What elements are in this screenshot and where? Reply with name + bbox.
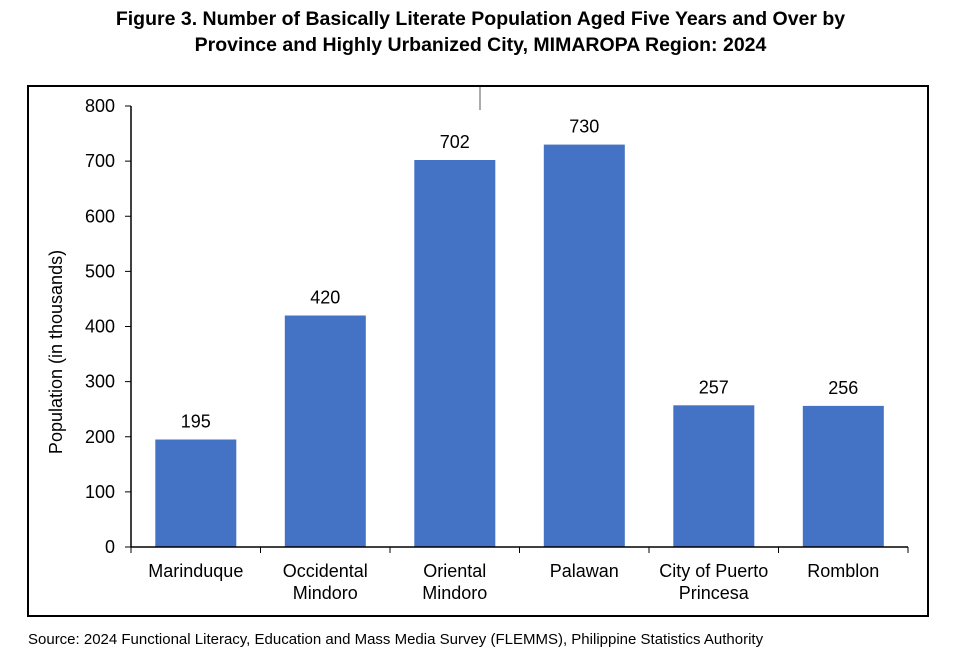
- chart-title-line-1: Figure 3. Number of Basically Literate P…: [115, 8, 846, 30]
- bar-5: [802, 405, 884, 547]
- y-tick-label-0: 0: [105, 537, 115, 557]
- x-tick-label-4-line-1: Princesa: [679, 583, 750, 603]
- x-tick-label-2-line-1: Mindoro: [422, 583, 487, 603]
- y-tick-label-8: 800: [85, 96, 115, 116]
- x-tick-label-1-line-0: Occidental: [283, 561, 368, 581]
- x-tick-label-3: Palawan: [550, 561, 619, 581]
- x-tick-label-4-line-0: City of Puerto: [659, 561, 768, 581]
- bar-0: [155, 439, 237, 547]
- y-tick-label-2: 200: [85, 427, 115, 447]
- data-label-1: 420: [310, 288, 340, 308]
- y-axis-title: Population (in thousands): [46, 250, 66, 454]
- x-tick-label-3-line-0: Palawan: [550, 561, 619, 581]
- data-label-4: 257: [699, 377, 729, 397]
- x-tick-label-0: Marinduque: [148, 561, 243, 581]
- data-label-3: 730: [569, 117, 599, 137]
- data-label-0: 195: [181, 412, 211, 432]
- data-label-2: 702: [440, 132, 470, 152]
- chart-frame: [27, 85, 929, 617]
- x-tick-label-4: City of Puerto Princesa: [659, 561, 768, 603]
- bar-4: [673, 405, 755, 547]
- y-tick-label-4: 400: [85, 317, 115, 337]
- x-tick-label-0-line-0: Marinduque: [148, 561, 243, 581]
- y-tick-label-7: 700: [85, 151, 115, 171]
- x-tick-label-2-line-0: Oriental: [423, 561, 486, 581]
- y-tick-label-3: 300: [85, 372, 115, 392]
- x-tick-label-5-line-0: Romblon: [807, 561, 879, 581]
- chart-title-line-2: Province and Highly Urbanized City, MIMA…: [194, 34, 767, 56]
- bar-2: [414, 160, 496, 547]
- data-label-5: 256: [828, 378, 858, 398]
- x-tick-label-1: Occidental Mindoro: [283, 561, 368, 603]
- y-tick-label-1: 100: [85, 482, 115, 502]
- source-note: Source: 2024 Functional Literacy, Educat…: [28, 631, 764, 648]
- x-tick-label-5: Romblon: [807, 561, 879, 581]
- y-tick-label-5: 500: [85, 261, 115, 281]
- bar-3: [543, 144, 625, 547]
- x-tick-label-1-line-1: Mindoro: [293, 583, 358, 603]
- y-tick-label-6: 600: [85, 206, 115, 226]
- bar-1: [284, 315, 366, 547]
- x-tick-label-2: Oriental Mindoro: [422, 561, 487, 603]
- chart-title: Figure 3. Number of Basically Literate P…: [0, 6, 961, 58]
